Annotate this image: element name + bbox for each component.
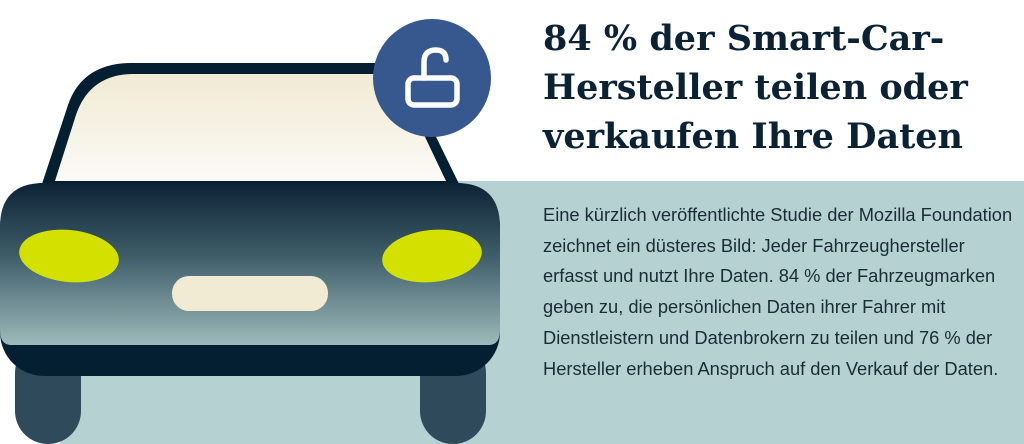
grille [172, 276, 328, 311]
left-headlight [19, 229, 119, 283]
car-body [0, 183, 500, 345]
windshield-glass [55, 74, 446, 181]
right-headlight [382, 229, 482, 283]
body-text: Eine kürzlich veröffentlichte Studie der… [543, 204, 1013, 379]
headline: 84 % der Smart-Car-Hersteller teilen ode… [543, 18, 968, 157]
car-illustration [0, 19, 500, 444]
unlocked-padlock-icon [405, 47, 460, 108]
